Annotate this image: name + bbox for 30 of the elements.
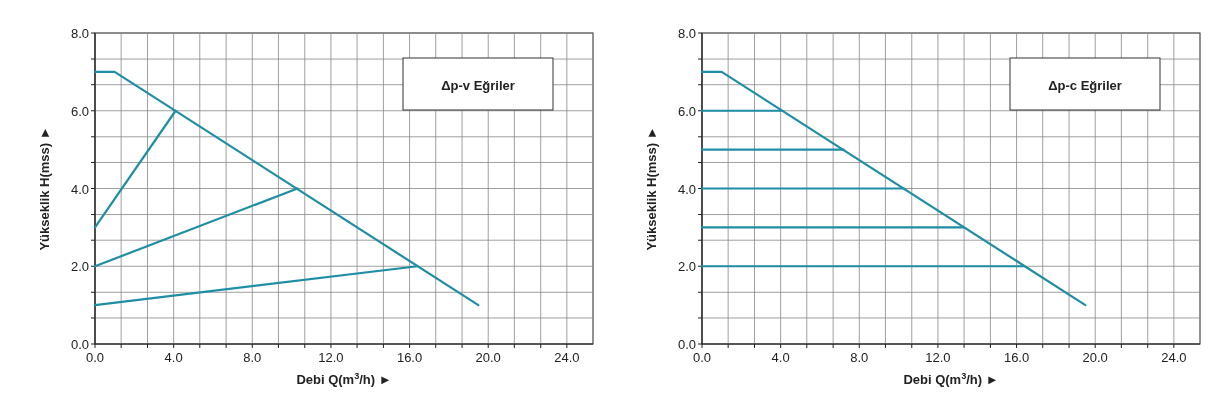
x-tick-label: 20.0 — [475, 350, 501, 365]
y-tick-label: 8.0 — [677, 26, 696, 41]
x-axis-title: Debi Q(m$^{3}$/h) ► — [903, 371, 999, 387]
x-axis-title: Debi Q(m$^{3}$/h) ► — [296, 371, 392, 387]
y-axis-title: Yükseklik H(mss) ► — [37, 126, 52, 251]
y-tick-label: 8.0 — [70, 26, 89, 41]
x-tick-label: 16.0 — [1003, 350, 1030, 365]
title-box: Δp-c Eğriler — [1009, 57, 1161, 111]
y-tick-label: 2.0 — [677, 259, 696, 275]
y-tick-label: 0.0 — [70, 337, 89, 352]
x-tick-label: 24.0 — [1161, 350, 1187, 365]
y-tick-label: 6.0 — [70, 103, 89, 119]
y-tick-label: 2.0 — [70, 259, 89, 275]
x-tick-label: 16.0 — [396, 350, 423, 365]
y-axis-title: Yükseklik H(mss) ► — [644, 126, 659, 251]
y-tick-label: 4.0 — [70, 181, 89, 197]
y-tick-label: 0.0 — [677, 337, 696, 352]
x-tick-label: 0.0 — [692, 350, 712, 365]
x-tick-label: 4.0 — [164, 350, 183, 365]
x-tick-label: 20.0 — [1082, 350, 1108, 365]
x-tick-label: 12.0 — [925, 350, 951, 365]
title-box: Δp-v Eğriler — [402, 57, 554, 111]
x-tick-label: 8.0 — [850, 350, 869, 365]
x-tick-label: 0.0 — [85, 350, 105, 365]
x-tick-label: 12.0 — [318, 350, 344, 365]
x-tick-label: 8.0 — [243, 350, 262, 365]
y-tick-label: 6.0 — [677, 103, 696, 119]
x-tick-label: 4.0 — [771, 350, 790, 365]
y-tick-label: 4.0 — [677, 181, 696, 197]
x-tick-label: 24.0 — [554, 350, 580, 365]
